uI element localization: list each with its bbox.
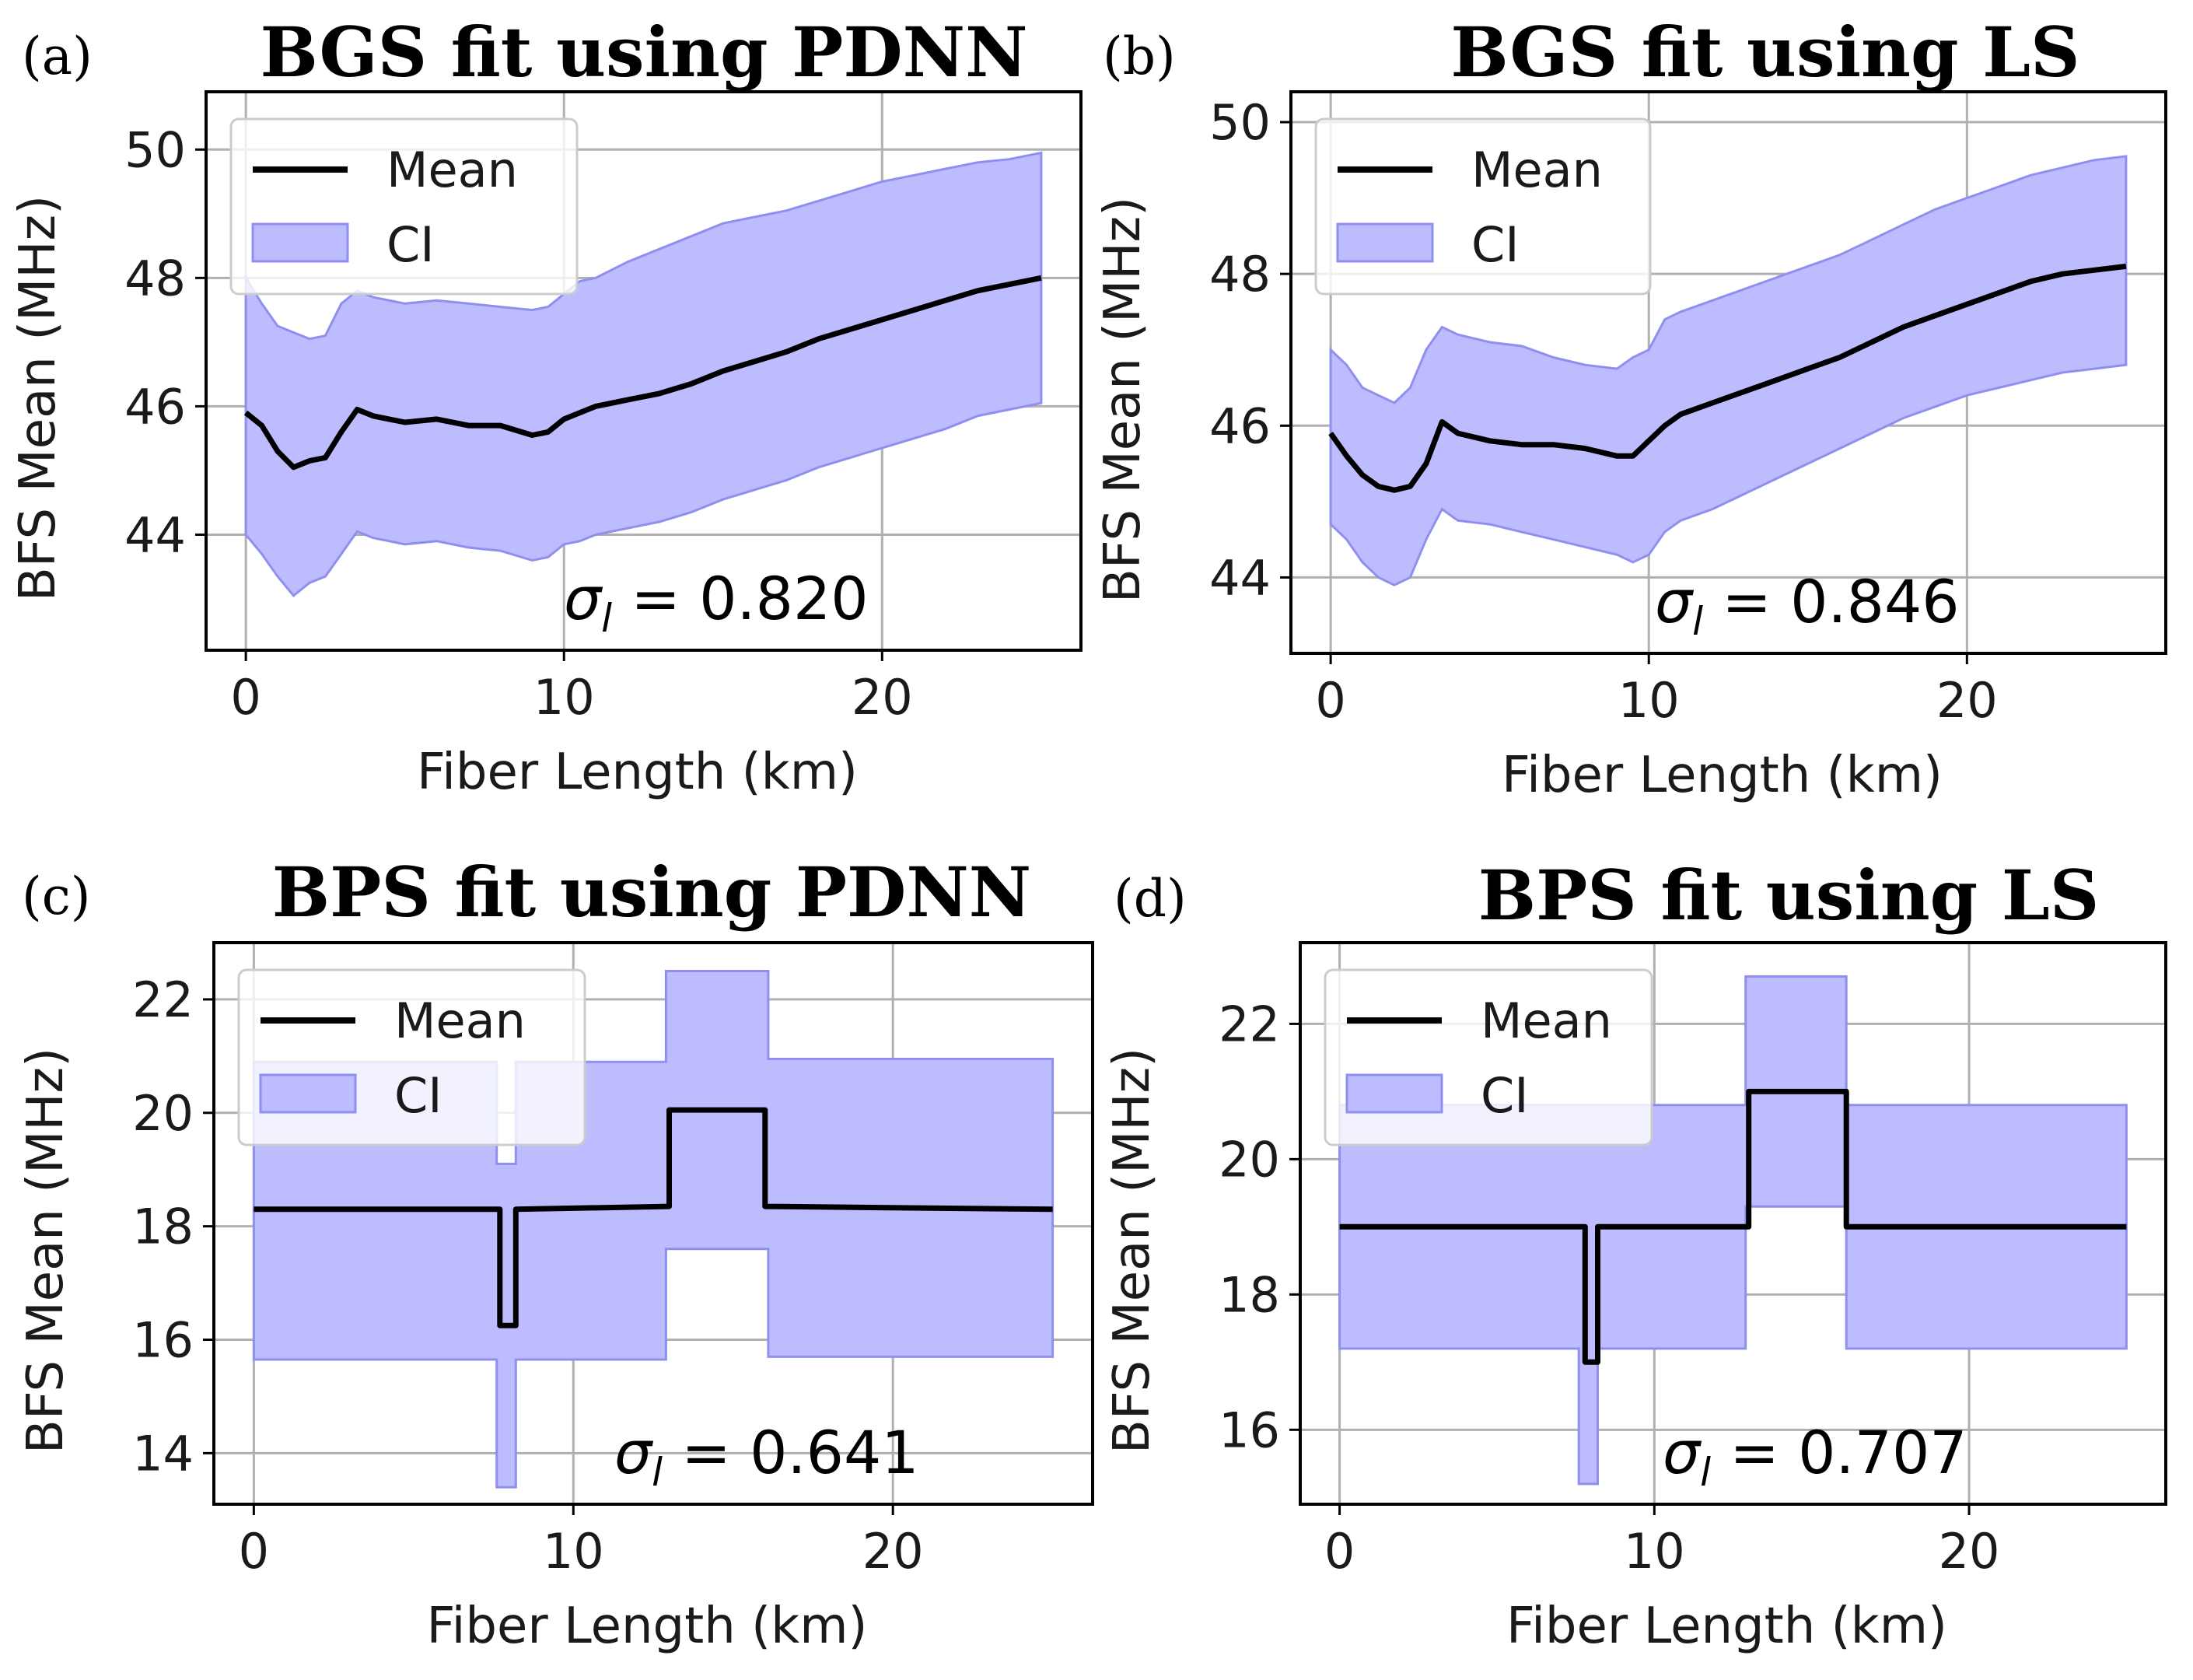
x-tick-label: 0 [1315, 672, 1345, 729]
chart-title: BGS fit using PDNN [260, 12, 1027, 93]
y-axis-label: BFS Mean (MHz) [9, 195, 67, 601]
x-tick-label: 20 [1939, 1523, 2000, 1580]
plot-area [1291, 92, 2166, 653]
y-tick-label: 16 [1219, 1402, 1280, 1458]
chart-panel-b: (b) BGS fit using LS 0 10 20 44 46 48 50 Fiber Le… [1094, 12, 2167, 804]
y-tick-label: 48 [124, 250, 186, 306]
legend-mean-label: Mean [386, 142, 518, 198]
legend: Mean CI [1324, 968, 1653, 1146]
x-tick-label: 10 [1624, 1523, 1685, 1580]
x-tick-label: 10 [533, 669, 595, 726]
chart-panel-c: (c) BPS fit using PDNN 0 10 20 14 16 18 20 22 Fibe… [17, 852, 1094, 1655]
panel-label: (d) [1114, 869, 1187, 929]
y-tick-label: 50 [1209, 94, 1271, 151]
axes-frame [1299, 941, 2167, 1506]
x-tick-label: 20 [852, 669, 913, 726]
y-tick-label: 50 [124, 121, 186, 178]
ci-band [244, 151, 1043, 598]
x-axis-label: Fiber Length (km) [417, 744, 858, 801]
y-axis-label: BFS Mean (MHz) [1103, 1048, 1161, 1454]
chart-title: BPS fit using PDNN [272, 852, 1031, 933]
axes-frame [212, 941, 1094, 1506]
legend-mean-label: Mean [394, 992, 526, 1049]
y-tick-label: 44 [1209, 549, 1271, 606]
y-tick-label: 48 [1209, 246, 1271, 303]
ci-band [1338, 975, 2128, 1486]
chart-title: BGS fit using LS [1450, 12, 2079, 93]
mean-line [243, 275, 1042, 471]
y-tick-label: 20 [1219, 1131, 1280, 1188]
legend: Mean CI [1314, 117, 1652, 296]
y-tick-label: 18 [1219, 1266, 1280, 1323]
axes-frame [1289, 90, 2167, 655]
y-tick-label: 20 [132, 1085, 194, 1142]
panel-label: (a) [22, 26, 93, 86]
y-tick-label: 46 [124, 378, 186, 435]
x-tick-label: 0 [230, 669, 261, 726]
ci-band [1329, 155, 2128, 586]
legend-ci-label: CI [1471, 216, 1520, 273]
x-axis-label: Fiber Length (km) [1502, 747, 1943, 804]
legend-ci-label: CI [394, 1067, 442, 1124]
x-axis-label: Fiber Length (km) [1506, 1598, 1947, 1655]
sigma-annotation: σl = 0.641 [614, 1418, 919, 1495]
mean-line [1328, 263, 2127, 493]
x-axis-label: Fiber Length (km) [426, 1598, 867, 1655]
chart-panel-a: (a) BGS fit using PDNN 0 10 20 44 46 48 50 Fiber … [9, 12, 1083, 801]
sigma-annotation: σl = 0.846 [1655, 567, 1960, 644]
x-tick-label: 10 [1618, 672, 1680, 729]
x-tick-label: 0 [1324, 1523, 1355, 1580]
y-tick-label: 16 [132, 1312, 194, 1369]
axes-frame [205, 90, 1083, 652]
legend-ci-swatch [251, 222, 349, 263]
panel-label: (b) [1103, 26, 1176, 86]
chart-panel-d: (d) BPS fit using LS 0 10 20 16 18 20 22 Fiber Le… [1103, 855, 2167, 1655]
sigma-annotation: σl = 0.820 [564, 564, 869, 641]
legend: Mean CI [237, 968, 586, 1146]
legend-ci-swatch [1345, 1073, 1443, 1114]
y-tick-label: 46 [1209, 397, 1271, 454]
y-tick-label: 18 [132, 1199, 194, 1255]
x-tick-label: 0 [239, 1523, 269, 1580]
chart-title: BPS fit using LS [1478, 855, 2100, 936]
legend-ci-swatch [1336, 222, 1434, 263]
y-axis-label: BFS Mean (MHz) [1094, 197, 1152, 603]
y-axis-label: BFS Mean (MHz) [17, 1048, 75, 1454]
mean-line [1339, 1088, 2127, 1365]
x-tick-label: 20 [1936, 672, 1998, 729]
sigma-annotation: σl = 0.707 [1663, 1418, 1967, 1495]
mean-line [254, 1107, 1053, 1328]
y-tick-label: 14 [132, 1425, 194, 1482]
legend-ci-label: CI [386, 216, 435, 273]
y-tick-label: 44 [124, 506, 186, 563]
legend-ci-label: CI [1481, 1067, 1529, 1124]
legend-mean-label: Mean [1471, 142, 1603, 198]
y-tick-label: 22 [1219, 996, 1280, 1052]
y-tick-label: 22 [132, 971, 194, 1028]
panel-label: (c) [22, 866, 90, 926]
x-tick-label: 20 [862, 1523, 924, 1580]
legend-ci-swatch [259, 1073, 357, 1114]
legend: Mean CI [229, 117, 579, 296]
x-tick-label: 10 [543, 1523, 604, 1580]
legend-mean-label: Mean [1481, 992, 1612, 1049]
